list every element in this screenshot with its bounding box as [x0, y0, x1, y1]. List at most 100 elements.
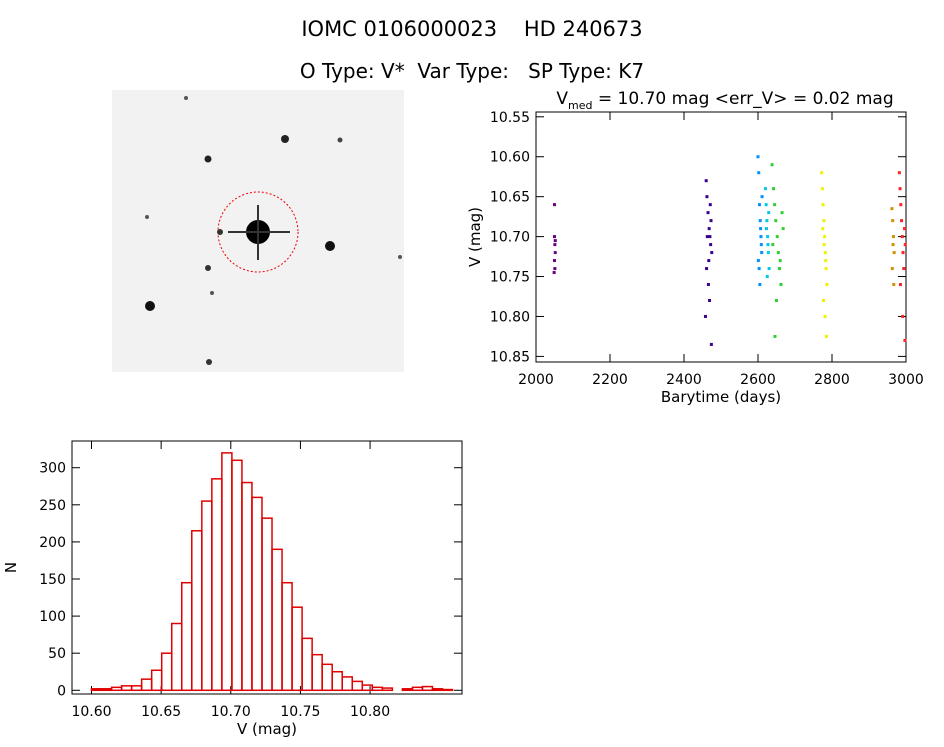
bar	[411, 686, 424, 692]
x-tick-label: 2000	[518, 372, 554, 388]
bar	[100, 688, 113, 692]
y-axis-label: N	[2, 562, 20, 573]
x-tick-label: 10.60	[71, 704, 111, 720]
bar	[170, 622, 183, 692]
point	[774, 219, 778, 223]
point	[825, 283, 829, 287]
point	[767, 267, 771, 271]
point	[765, 275, 769, 279]
bar	[321, 663, 333, 692]
y-tick-label: 10.60	[490, 150, 530, 166]
point	[823, 235, 827, 239]
bar	[331, 670, 343, 692]
point	[777, 267, 781, 271]
point	[821, 298, 825, 302]
bar	[211, 478, 223, 692]
bar	[181, 581, 193, 692]
point	[778, 259, 782, 263]
point	[705, 267, 709, 271]
point	[781, 227, 785, 231]
point	[823, 314, 827, 318]
point	[890, 207, 894, 211]
point	[708, 235, 712, 239]
point	[705, 195, 709, 199]
x-tick-label: 10.80	[350, 704, 390, 720]
bar	[281, 581, 293, 692]
star	[205, 265, 211, 271]
point	[553, 235, 556, 239]
point	[758, 283, 762, 287]
bar	[160, 652, 173, 692]
bar	[191, 530, 203, 692]
header-title: IOMC 0106000023 HD 240673	[301, 17, 642, 41]
bar	[140, 678, 153, 692]
plot-frame	[71, 440, 463, 695]
point	[771, 243, 775, 247]
y-tick-label: 10.65	[490, 190, 530, 206]
point	[705, 235, 709, 239]
point	[773, 203, 777, 207]
point	[766, 235, 770, 239]
point	[553, 259, 556, 263]
x-tick-label: 10.65	[141, 704, 181, 720]
point	[776, 251, 780, 255]
point	[757, 171, 761, 175]
bar	[351, 680, 364, 692]
bar	[110, 686, 123, 692]
point	[824, 334, 828, 338]
y-tick-label: 250	[39, 498, 66, 514]
star	[325, 241, 335, 251]
point	[775, 298, 778, 302]
point	[822, 219, 826, 223]
bar	[431, 688, 444, 692]
point	[901, 251, 905, 255]
bar	[241, 481, 253, 692]
point	[709, 342, 713, 346]
x-tick-label: 10.75	[280, 704, 320, 720]
point	[709, 219, 713, 223]
point	[775, 235, 779, 239]
point	[553, 251, 557, 255]
y-tick-label: 10.70	[490, 230, 530, 246]
point	[760, 251, 764, 255]
x-tick-label: 3000	[888, 372, 924, 388]
point	[706, 283, 710, 287]
point	[903, 227, 907, 231]
star	[337, 137, 343, 143]
point	[756, 155, 760, 159]
point	[903, 243, 907, 247]
y-tick-label: 200	[39, 535, 66, 551]
y-axis-label: V (mag)	[466, 207, 484, 267]
point	[759, 227, 763, 231]
y-tick-label: 10.80	[490, 309, 530, 325]
x-axis-label: V (mag)	[237, 720, 297, 738]
point	[759, 243, 763, 247]
point	[766, 251, 770, 255]
bar	[271, 548, 283, 692]
point	[824, 259, 828, 263]
star	[281, 135, 289, 143]
y-tick-label: 0	[57, 683, 66, 699]
point	[892, 283, 896, 287]
bar	[401, 688, 414, 692]
header-subtitle: O Type: V* Var Type: SP Type: K7	[300, 59, 644, 83]
point	[902, 267, 906, 271]
bar	[150, 669, 163, 692]
point	[703, 314, 707, 318]
point	[891, 243, 895, 247]
point	[820, 187, 824, 191]
point	[759, 235, 763, 239]
point	[758, 219, 762, 223]
point	[779, 283, 783, 287]
bar	[291, 606, 303, 692]
bar	[421, 685, 434, 692]
bar	[120, 685, 133, 692]
bar	[251, 496, 263, 692]
point	[709, 243, 713, 247]
point	[706, 211, 710, 215]
point	[772, 187, 776, 191]
star-image	[112, 90, 404, 372]
point	[770, 163, 774, 167]
